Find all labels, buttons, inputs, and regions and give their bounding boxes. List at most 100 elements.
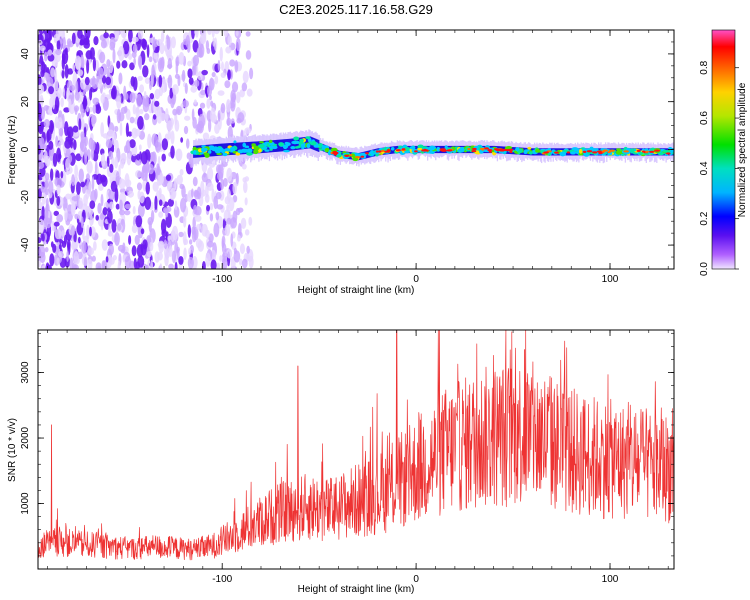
noise-blob — [80, 91, 84, 103]
noise-blob — [95, 214, 99, 221]
noise-blob — [94, 188, 98, 200]
signal-core — [222, 152, 228, 157]
noise-blob — [156, 163, 160, 171]
noise-blob — [125, 179, 132, 188]
noise-blob — [178, 231, 184, 238]
noise-blob — [103, 32, 109, 39]
noise-blob — [182, 213, 187, 228]
noise-blob — [206, 182, 214, 191]
noise-blob — [227, 35, 232, 46]
signal-band — [276, 139, 278, 152]
noise-blob — [80, 131, 85, 139]
noise-blob — [204, 193, 210, 203]
noise-blob — [220, 72, 226, 78]
snr-frame — [37, 329, 675, 570]
noise-blob — [179, 168, 184, 176]
noise-blob — [99, 212, 105, 221]
noise-blob — [83, 146, 88, 160]
noise-blob — [187, 68, 193, 79]
noise-blob — [50, 67, 56, 78]
noise-blob — [83, 95, 87, 108]
noise-blob — [239, 243, 245, 255]
noise-blob — [151, 133, 158, 146]
signal-peak — [446, 149, 453, 152]
noise-blob — [121, 60, 128, 69]
noise-blob — [188, 247, 192, 256]
noise-blob — [43, 118, 50, 128]
noise-blob — [196, 223, 202, 230]
noise-blob — [80, 54, 84, 69]
colorbar-tick-label: 0.4 — [699, 161, 710, 175]
noise-blob — [55, 135, 59, 148]
signal-core — [427, 151, 435, 154]
noise-blob — [229, 59, 236, 67]
noise-blob — [87, 247, 95, 256]
noise-blob — [193, 204, 198, 215]
signal-core — [570, 151, 576, 155]
y-tick-label: 3000 — [20, 361, 31, 384]
noise-blob — [242, 70, 249, 84]
signal-peak — [332, 150, 337, 154]
noise-blob — [189, 153, 194, 169]
noise-blob — [77, 30, 83, 39]
noise-blob — [86, 104, 89, 113]
noise-blob — [49, 253, 55, 267]
noise-blob — [137, 75, 143, 81]
noise-blob — [235, 172, 239, 185]
noise-blob — [166, 50, 172, 59]
noise-blob — [64, 139, 72, 149]
noise-blob — [236, 234, 241, 242]
noise-blob — [92, 104, 97, 114]
signal-core — [321, 145, 326, 150]
signal-core — [214, 148, 222, 153]
noise-blob — [245, 50, 252, 60]
noise-blob — [230, 217, 238, 229]
noise-blob — [78, 118, 82, 131]
noise-blob — [70, 225, 76, 236]
noise-blob — [221, 242, 227, 254]
noise-blob — [119, 199, 123, 211]
noise-blob — [71, 200, 76, 214]
noise-blob — [198, 113, 206, 129]
noise-blob — [107, 231, 114, 237]
signal-band — [394, 146, 396, 154]
noise-blob — [155, 142, 162, 151]
noise-blob — [209, 202, 214, 211]
noise-blob — [158, 211, 164, 218]
noise-blob — [244, 127, 252, 134]
signal-peak — [508, 148, 514, 151]
signal-band — [341, 151, 343, 159]
noise-blob — [53, 210, 60, 216]
signal-peak — [354, 156, 361, 159]
signal-peak — [360, 155, 365, 158]
noise-blob — [167, 198, 174, 207]
noise-blob — [129, 92, 136, 104]
noise-blob — [147, 163, 155, 175]
signal-core — [193, 149, 197, 155]
noise-blob — [127, 190, 134, 198]
noise-blob — [149, 241, 154, 252]
noise-blob — [118, 72, 123, 85]
noise-blob — [204, 229, 210, 239]
noise-blob — [206, 98, 211, 109]
noise-blob — [80, 216, 84, 229]
noise-blob — [56, 184, 61, 195]
noise-blob — [163, 239, 168, 250]
x-tick-label: 0 — [413, 274, 419, 285]
noise-blob — [89, 214, 94, 227]
noise-blob — [144, 113, 150, 121]
noise-blob — [167, 235, 172, 241]
noise-blob — [142, 239, 148, 250]
noise-blob — [108, 150, 114, 160]
noise-blob — [108, 201, 115, 210]
noise-blob — [130, 76, 136, 87]
noise-blob — [116, 108, 122, 124]
noise-blob — [120, 30, 127, 39]
noise-blob — [117, 244, 125, 252]
signal-core — [417, 147, 423, 151]
noise-blob — [91, 255, 96, 262]
signal-peak — [586, 150, 593, 153]
noise-blob — [154, 195, 158, 211]
colorbar-label: Normalized spectral amplitude — [737, 82, 748, 217]
